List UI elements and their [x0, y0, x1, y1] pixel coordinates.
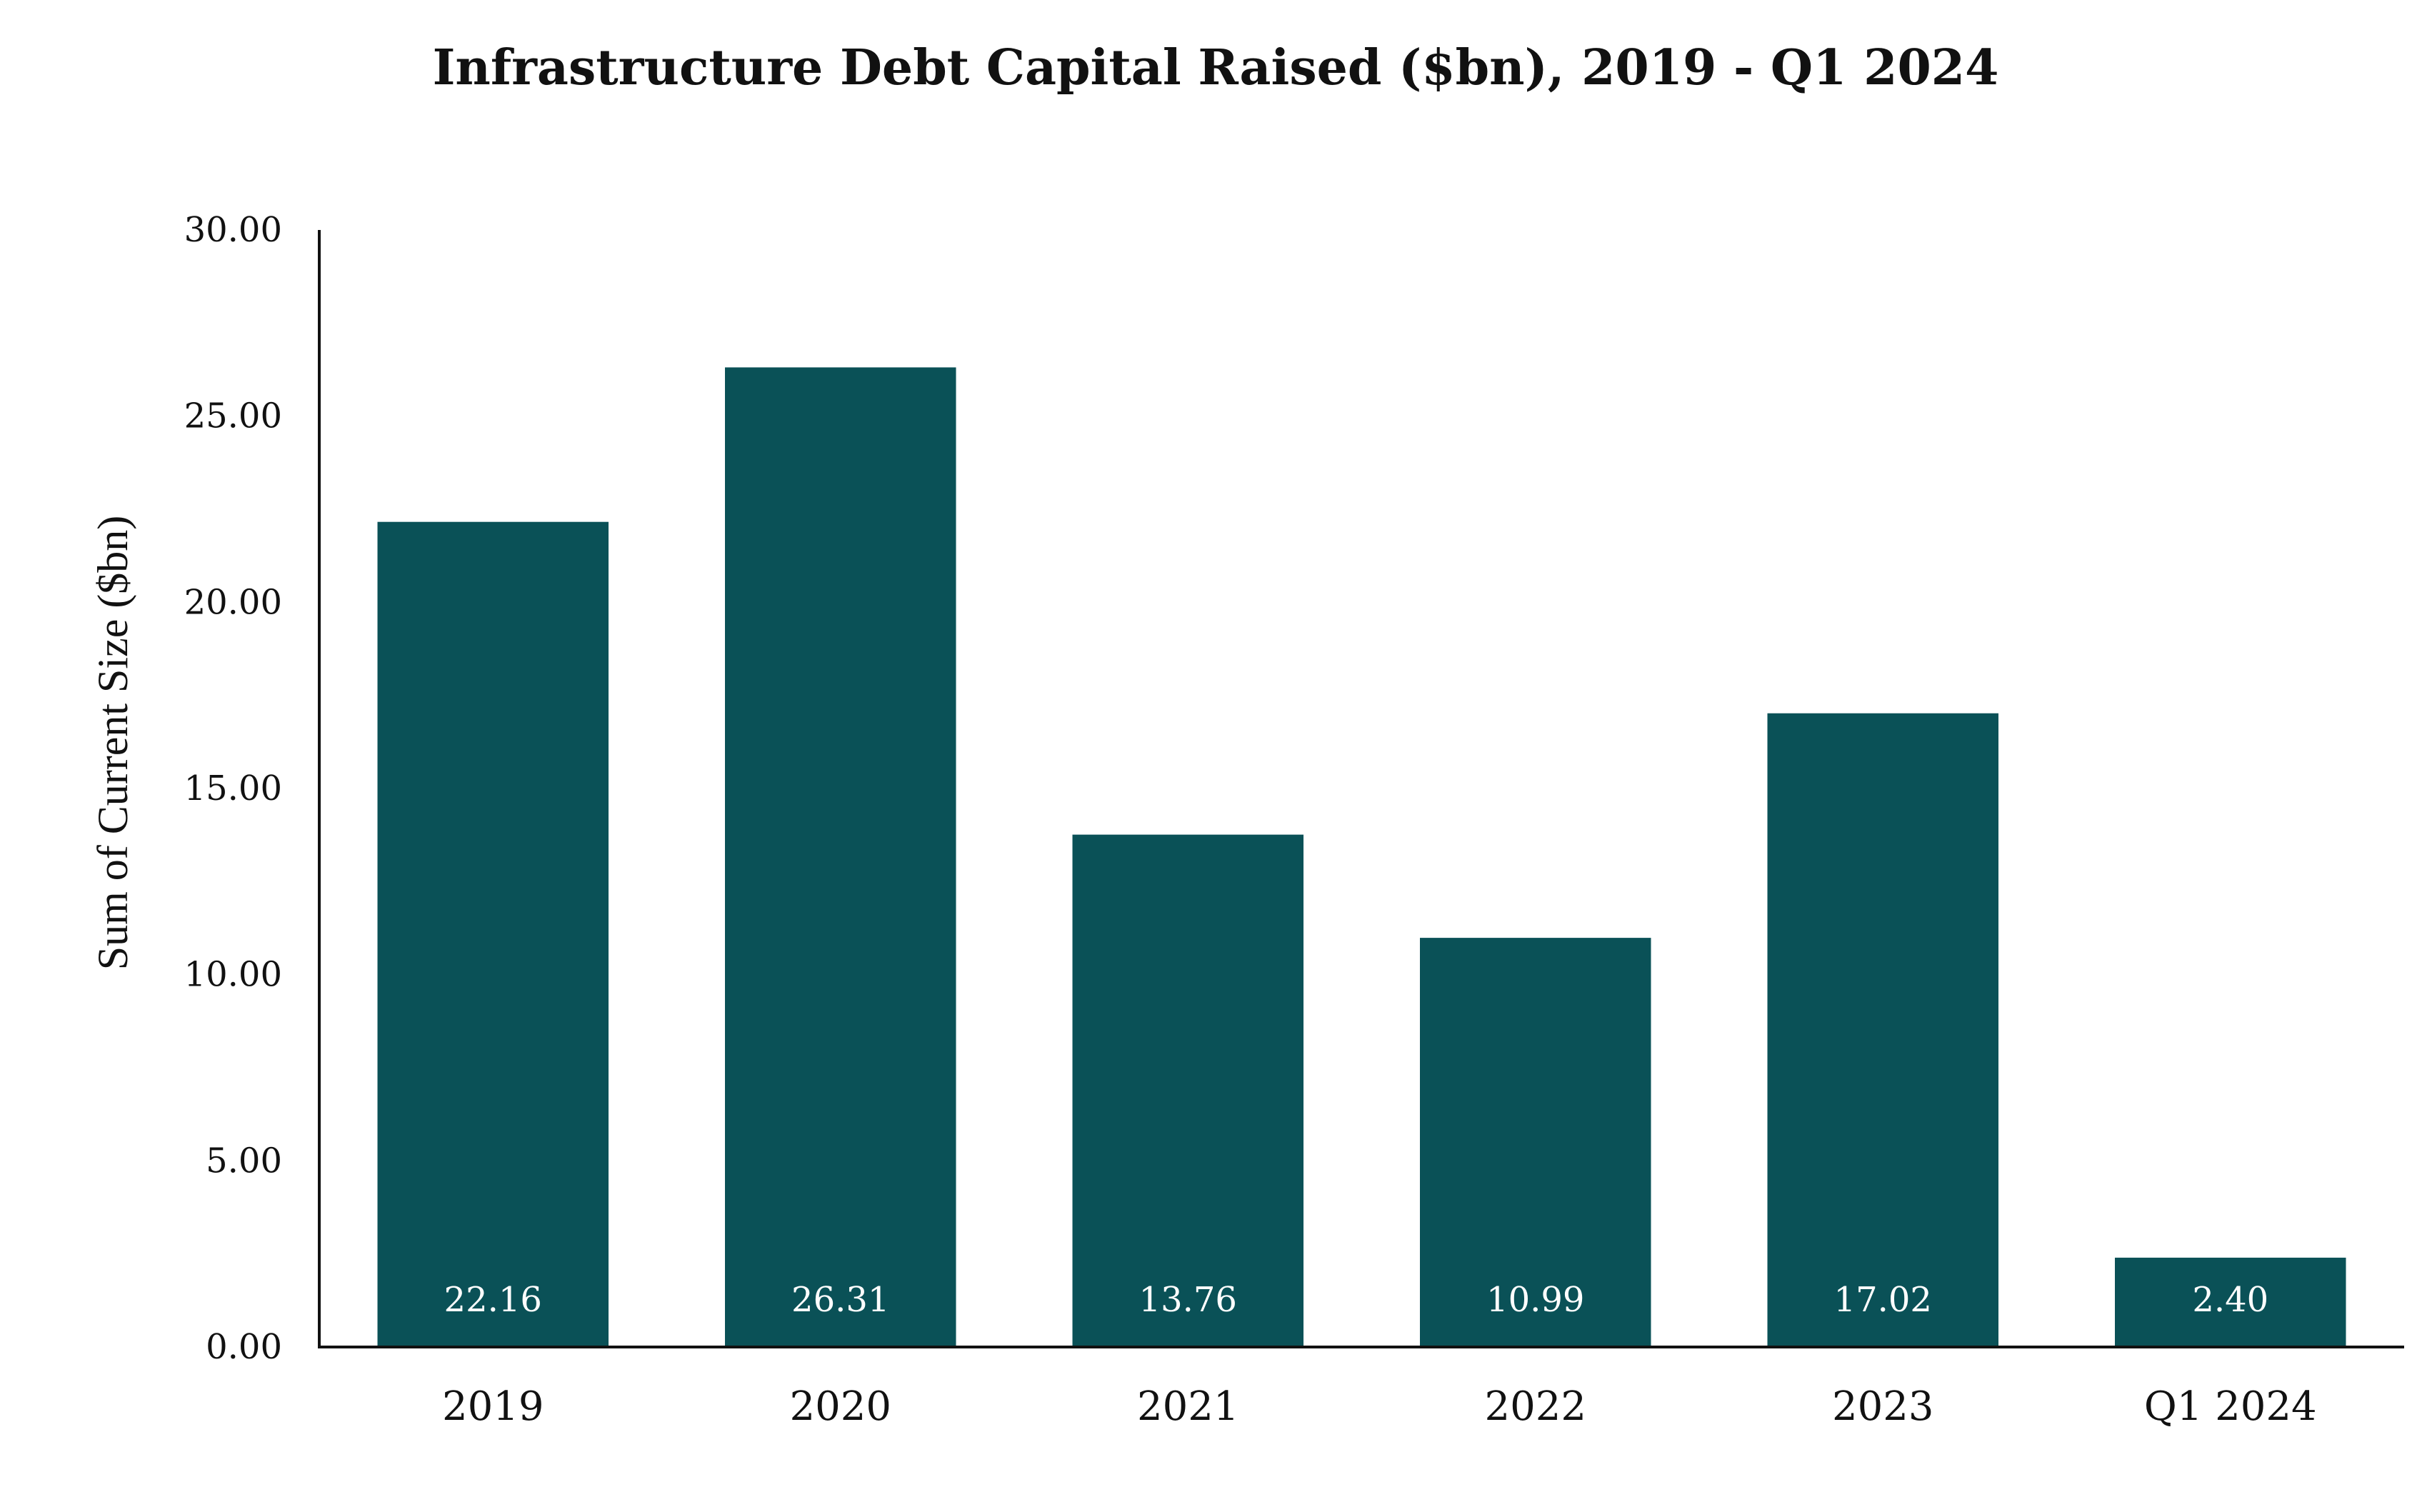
data-label: 22.16	[444, 1280, 542, 1320]
data-label: 17.02	[1834, 1280, 1932, 1320]
y-axis-ticks: 0.00 5.00 10.00 15.00 20.00 25.00 30.00	[184, 210, 282, 1367]
y-tick-label: 15.00	[184, 768, 282, 808]
bar	[1767, 713, 1998, 1347]
data-labels: 22.16 26.31 13.76 10.99 17.02 2.40	[444, 1280, 2269, 1320]
x-tick-label: 2021	[1137, 1383, 1239, 1430]
y-tick-label: 20.00	[184, 582, 282, 622]
y-tick-label: 5.00	[206, 1141, 282, 1181]
bar	[725, 367, 956, 1347]
y-tick-label: 10.00	[184, 955, 282, 995]
y-tick-label: 30.00	[184, 210, 282, 250]
data-label: 2.40	[2192, 1280, 2268, 1320]
y-tick-label: 0.00	[206, 1327, 282, 1367]
bars	[377, 367, 2346, 1348]
bar	[1072, 834, 1303, 1347]
bar	[377, 521, 609, 1348]
x-tick-label: 2023	[1832, 1383, 1934, 1430]
chart-title: Infrastructure Debt Capital Raised ($bn)…	[433, 39, 1999, 96]
x-axis-ticks: 2019 2020 2021 2022 2023 Q1 2024	[442, 1383, 2317, 1430]
data-label: 10.99	[1486, 1280, 1584, 1320]
data-label: 13.76	[1139, 1280, 1237, 1320]
y-tick-label: 25.00	[184, 396, 282, 436]
x-tick-label: Q1 2024	[2144, 1383, 2317, 1430]
x-tick-label: 2020	[789, 1383, 891, 1430]
x-tick-label: 2019	[442, 1383, 544, 1430]
bar	[1420, 938, 1651, 1347]
bar	[2115, 1257, 2346, 1347]
x-tick-label: 2022	[1484, 1383, 1586, 1430]
data-label: 26.31	[791, 1280, 889, 1320]
y-axis-label: Sum of Current Size ($bn)	[89, 516, 136, 971]
